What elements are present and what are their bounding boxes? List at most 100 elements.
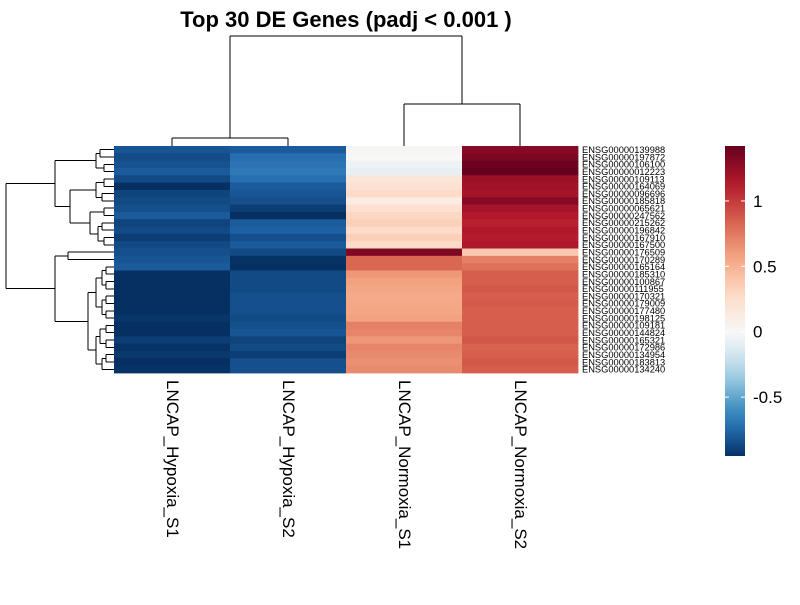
- chart-title: Top 30 DE Genes (padj < 0.001 ): [180, 7, 512, 32]
- heatmap-cell: [346, 153, 463, 162]
- heatmap-cells: [114, 146, 579, 374]
- heatmap-cell: [114, 329, 231, 337]
- heatmap-cell: [114, 307, 231, 315]
- heatmap-cell: [346, 160, 463, 169]
- heatmap-cell: [462, 270, 579, 279]
- heatmap-cell: [230, 204, 347, 213]
- heatmap-cell: [114, 146, 231, 154]
- heatmap-cell: [462, 336, 579, 345]
- heatmap-cell: [346, 270, 463, 279]
- row-label: ENSG00000109181: [582, 321, 665, 331]
- heatmap-cell: [114, 285, 231, 293]
- heatmap-cell: [462, 167, 579, 176]
- row-label: ENSG00000247562: [582, 211, 665, 221]
- legend-tick-label: 0.5: [753, 257, 777, 276]
- heatmap-cell: [230, 219, 347, 227]
- row-label: ENSG00000185310: [582, 269, 665, 279]
- row-label: ENSG00000139988: [582, 145, 665, 155]
- heatmap-cell: [114, 226, 231, 235]
- heatmap-cell: [230, 270, 347, 279]
- heatmap-cell: [230, 146, 347, 154]
- column-label: LNCAP_Normoxia_S1: [395, 380, 414, 549]
- heatmap-cell: [114, 175, 231, 184]
- heatmap-cell: [114, 197, 231, 205]
- heatmap-cell: [346, 314, 463, 323]
- heatmap-cell: [346, 292, 463, 301]
- row-label: ENSG00000215262: [582, 218, 665, 228]
- heatmap-cell: [230, 336, 347, 345]
- heatmap-cell: [114, 336, 231, 345]
- heatmap-cell: [346, 241, 463, 249]
- heatmap-cell: [114, 263, 231, 271]
- row-label: ENSG00000167500: [582, 240, 665, 250]
- legend-tick-label: -0.5: [753, 388, 782, 407]
- heatmap-cell: [346, 197, 463, 205]
- heatmap-cell: [230, 248, 347, 257]
- heatmap-cell: [346, 248, 463, 257]
- row-label: ENSG00000167910: [582, 233, 665, 243]
- heatmap-cell: [230, 285, 347, 293]
- heatmap-cell: [346, 219, 463, 227]
- heatmap-cell: [114, 233, 231, 242]
- row-label: ENSG00000164069: [582, 182, 665, 192]
- heatmap-cell: [114, 167, 231, 176]
- row-label: ENSG00000109113: [582, 174, 665, 184]
- heatmap-cell: [346, 263, 463, 271]
- heatmap-cell: [114, 153, 231, 162]
- heatmap-cell: [346, 336, 463, 345]
- heatmap-cell: [462, 329, 579, 337]
- heatmap-cell: [230, 307, 347, 315]
- row-label: ENSG00000106100: [582, 160, 665, 170]
- color-legend-bar: [725, 146, 745, 456]
- row-label: ENSG00000170321: [582, 291, 665, 301]
- heatmap-cell: [230, 314, 347, 323]
- heatmap-cell: [114, 219, 231, 227]
- column-labels: LNCAP_Hypoxia_S1 LNCAP_Hypoxia_S2 LNCAP_No…: [163, 380, 530, 549]
- heatmap-cell: [114, 255, 231, 264]
- heatmap-cell: [462, 197, 579, 205]
- heatmap-cell: [230, 226, 347, 235]
- heatmap-cell: [462, 343, 579, 352]
- heatmap-cell: [462, 189, 579, 198]
- heatmap-cell: [230, 241, 347, 249]
- heatmap-cell: [462, 321, 579, 330]
- heatmap-cell: [462, 241, 579, 249]
- heatmap-cell: [462, 307, 579, 315]
- heatmap-cell: [114, 160, 231, 169]
- heatmap-cell: [114, 204, 231, 213]
- heatmap-cell: [114, 248, 231, 257]
- heatmap-cell: [230, 321, 347, 330]
- heatmap-cell: [230, 365, 347, 374]
- row-label: ENSG00000012223: [582, 167, 665, 177]
- heatmap-cell: [462, 365, 579, 374]
- heatmap-cell: [346, 299, 463, 308]
- heatmap-cell: [462, 314, 579, 323]
- heatmap-cell: [346, 277, 463, 286]
- heatmap-cell: [230, 292, 347, 301]
- row-label: ENSG00000198125: [582, 313, 665, 323]
- heatmap-cell: [230, 160, 347, 169]
- heatmap-cell: [346, 307, 463, 315]
- color-legend: -0.5 0 0.5 1: [725, 146, 782, 456]
- heatmap-cell: [462, 358, 579, 367]
- heatmap-cell: [462, 351, 579, 359]
- heatmap-cell: [462, 153, 579, 162]
- heatmap-cell: [462, 299, 579, 308]
- heatmap-cell: [114, 189, 231, 198]
- heatmap-cell: [230, 255, 347, 264]
- heatmap-cell: [346, 233, 463, 242]
- row-label: ENSG00000177480: [582, 306, 665, 316]
- heatmap-cell: [346, 255, 463, 264]
- heatmap-cell: [462, 255, 579, 264]
- heatmap-cell: [230, 167, 347, 176]
- heatmap-cell: [462, 175, 579, 184]
- heatmap-cell: [346, 343, 463, 352]
- heatmap-cell: [114, 182, 231, 191]
- heatmap-cell: [114, 365, 231, 374]
- heatmap-cell: [462, 233, 579, 242]
- heatmap-cell: [114, 270, 231, 279]
- heatmap-cell: [230, 197, 347, 205]
- heatmap-cell: [346, 358, 463, 367]
- heatmap-cell: [346, 146, 463, 154]
